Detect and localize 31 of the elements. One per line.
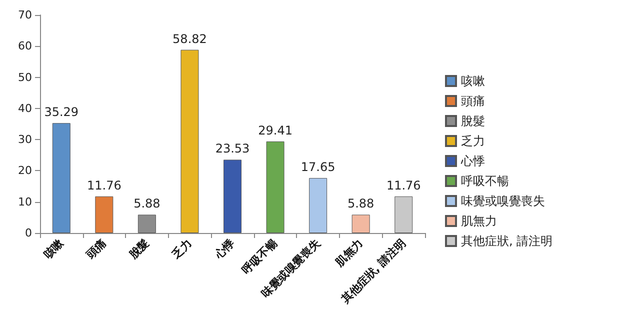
y-tick-label: 70 <box>18 8 32 22</box>
data-label: 5.88 <box>347 196 374 211</box>
y-tick-label: 30 <box>18 133 32 146</box>
y-tick-label: 0 <box>25 226 32 240</box>
data-label: 17.65 <box>300 160 336 174</box>
data-label: 23.53 <box>215 142 250 156</box>
y-tick-label: 20 <box>18 164 32 178</box>
legend-label: 乏力 <box>461 134 485 148</box>
y-tick-label: 50 <box>18 70 32 84</box>
data-label: 11.76 <box>386 178 421 192</box>
data-label: 29.41 <box>258 123 292 138</box>
legend-label: 脫髮 <box>461 114 485 128</box>
data-label: 11.76 <box>86 178 122 192</box>
y-tick-label: 40 <box>18 102 32 115</box>
x-tick-label: 脫髮 <box>126 236 152 262</box>
y-tick-label: 60 <box>18 40 32 53</box>
x-tick-label: 心悸 <box>212 236 238 262</box>
data-label: 35.29 <box>44 105 79 120</box>
x-tick-label: 咳嗽 <box>41 236 67 262</box>
legend-label: 頭痛 <box>461 94 485 108</box>
legend-label: 肌無力 <box>461 214 497 228</box>
legend-label: 呼吸不暢 <box>461 174 509 188</box>
x-tick-label: 肌無力 <box>332 236 366 270</box>
y-tick-label: 10 <box>18 195 32 208</box>
x-tick-label: 乏力 <box>168 236 194 262</box>
data-label: 58.82 <box>172 32 207 46</box>
data-label: 5.88 <box>134 196 160 211</box>
legend-label: 心悸 <box>460 154 485 168</box>
legend-label: 味覺或嗅覺喪失 <box>461 194 545 208</box>
x-tick-label: 頭痛 <box>83 236 109 262</box>
legend-label: 咳嗽 <box>461 74 485 88</box>
